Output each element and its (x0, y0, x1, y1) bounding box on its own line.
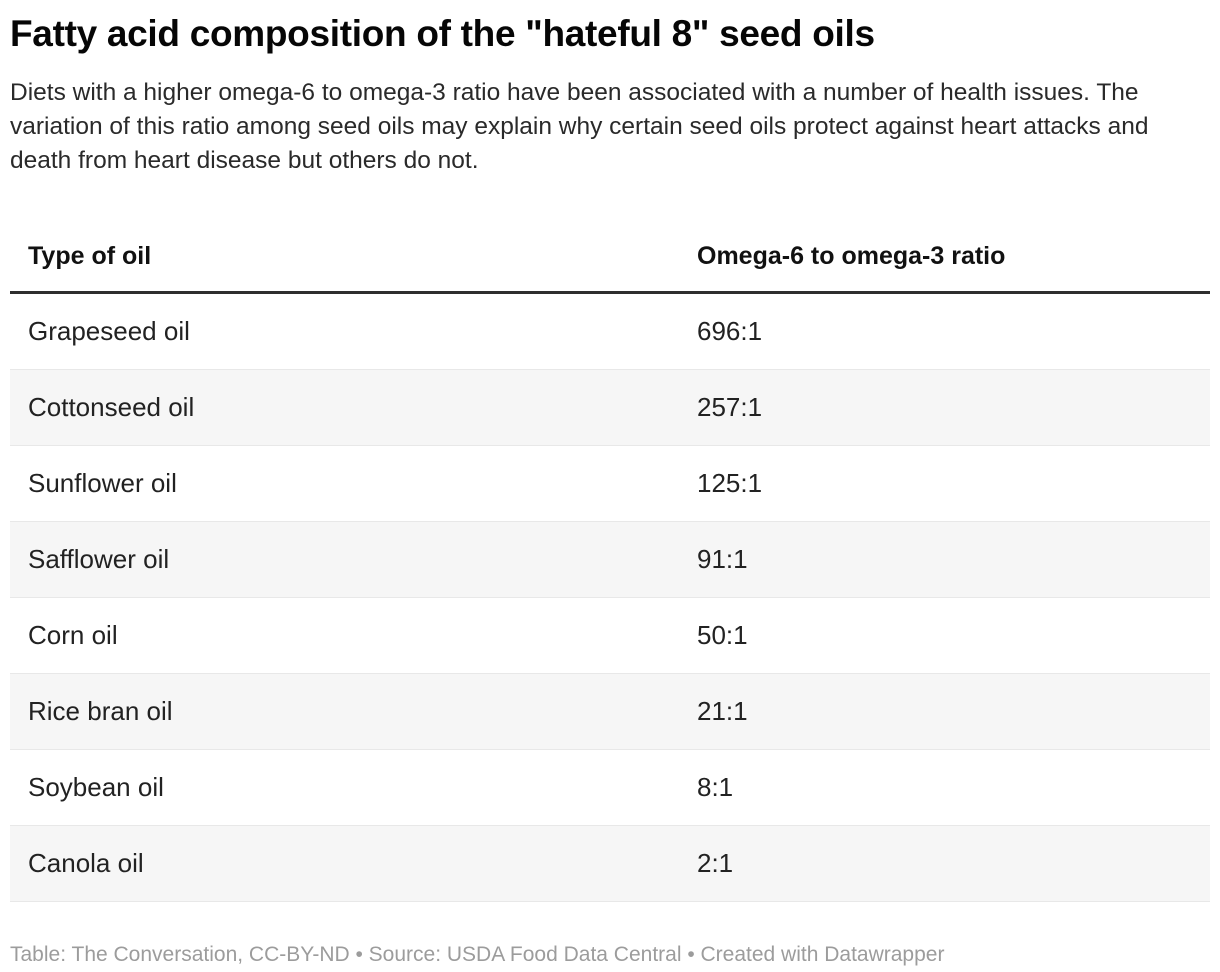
ratio-value-cell: 257:1 (697, 392, 763, 422)
oil-name-cell: Soybean oil (28, 772, 164, 802)
table-row: Cottonseed oil 257:1 (10, 369, 1210, 446)
table-row: Corn oil 50:1 (10, 597, 1210, 674)
column-header-omega-ratio: Omega-6 to omega-3 ratio (679, 218, 1210, 294)
oil-name-cell: Sunflower oil (28, 468, 177, 498)
header-row: Type of oil Omega-6 to omega-3 ratio (10, 218, 1210, 294)
oil-name-cell: Grapeseed oil (28, 316, 190, 346)
table-row: Sunflower oil 125:1 (10, 445, 1210, 522)
data-table: Type of oil Omega-6 to omega-3 ratio Gra… (10, 218, 1210, 902)
oil-name-cell: Cottonseed oil (28, 392, 195, 422)
page: Fatty acid composition of the "hateful 8… (0, 12, 1220, 967)
table-row: Rice bran oil 21:1 (10, 673, 1210, 750)
oil-name-cell: Rice bran oil (28, 696, 173, 726)
ratio-value-cell: 696:1 (697, 316, 763, 346)
table-row: Canola oil 2:1 (10, 825, 1210, 902)
column-header-type-of-oil: Type of oil (10, 218, 679, 294)
ratio-value-cell: 125:1 (697, 468, 763, 498)
table-row: Safflower oil 91:1 (10, 521, 1210, 598)
oil-name-cell: Safflower oil (28, 544, 170, 574)
table-row: Soybean oil 8:1 (10, 749, 1210, 826)
attribution-footer: Table: The Conversation, CC-BY-ND • Sour… (10, 943, 945, 966)
ratio-value-cell: 2:1 (697, 848, 734, 878)
ratio-value-cell: 50:1 (697, 620, 748, 650)
table-row: Grapeseed oil 696:1 (10, 292, 1210, 370)
page-title: Fatty acid composition of the "hateful 8… (10, 13, 875, 54)
ratio-value-cell: 91:1 (697, 544, 748, 574)
chart-description: Diets with a higher omega-6 to omega-3 r… (10, 79, 1149, 174)
oil-name-cell: Canola oil (28, 848, 144, 878)
ratio-value-cell: 21:1 (697, 696, 748, 726)
oil-name-cell: Corn oil (28, 620, 118, 650)
ratio-value-cell: 8:1 (697, 772, 734, 802)
